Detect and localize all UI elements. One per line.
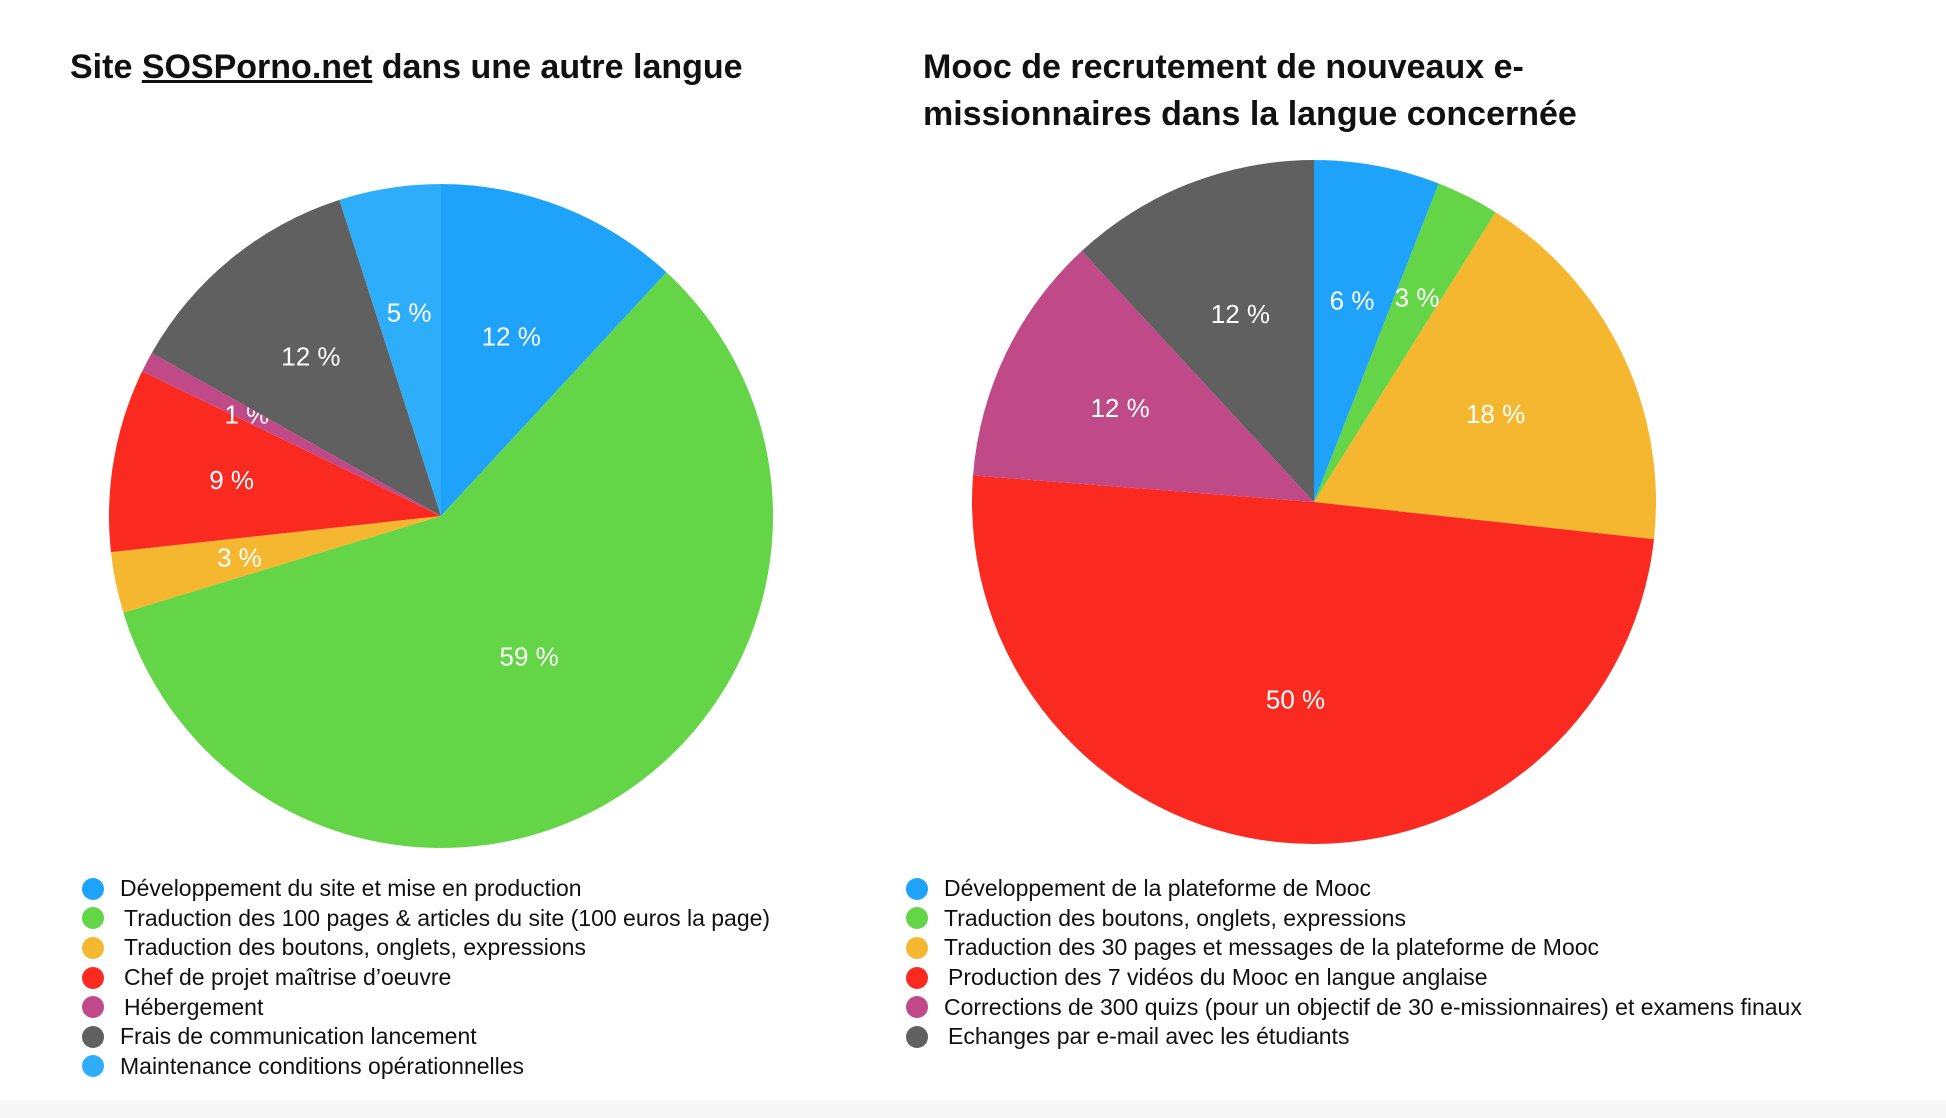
legend-item: Développement de la plateforme de Mooc bbox=[906, 874, 1802, 904]
pie-slice bbox=[123, 272, 774, 848]
pie-slice bbox=[339, 184, 441, 516]
legend-item: Hébergement bbox=[82, 992, 770, 1022]
legend-swatch-icon bbox=[906, 907, 928, 930]
legend-label: Frais de communication lancement bbox=[120, 1023, 477, 1050]
legend-item: Frais de communication lancement bbox=[82, 1022, 770, 1052]
chart-title-site: Site SOSPorno.net dans une autre langue bbox=[70, 44, 870, 91]
legend-label: Production des 7 vidéos du Mooc en langu… bbox=[948, 964, 1488, 991]
slice-value-label: 12 % bbox=[482, 322, 541, 352]
legend-label: Chef de projet maîtrise d’oeuvre bbox=[124, 964, 452, 991]
legend-swatch-icon bbox=[82, 996, 104, 1019]
legend-swatch-icon bbox=[906, 936, 928, 959]
legend-swatch-icon bbox=[906, 877, 928, 900]
title-mooc-line-1: Mooc de recrutement de nouveaux e- bbox=[923, 48, 1524, 86]
legend-item: Production des 7 vidéos du Mooc en langu… bbox=[906, 963, 1802, 993]
pie-slice bbox=[1314, 212, 1656, 540]
slice-value-label: 12 % bbox=[1211, 299, 1270, 329]
legend-swatch-icon bbox=[906, 996, 928, 1019]
slice-value-label: 12 % bbox=[281, 342, 340, 372]
slice-value-label: 50 % bbox=[1266, 684, 1325, 714]
slice-value-label: 9 % bbox=[209, 465, 254, 495]
legend-item: Traduction des 30 pages et messages de l… bbox=[906, 933, 1802, 963]
pie-slice bbox=[973, 250, 1314, 502]
legend-swatch-icon bbox=[82, 966, 104, 989]
legend-swatch-icon bbox=[906, 966, 928, 989]
legend-label: Traduction des 100 pages & articles du s… bbox=[124, 904, 771, 931]
slice-value-label: 5 % bbox=[387, 298, 432, 328]
bottom-strip bbox=[0, 1100, 1946, 1118]
pie-slice bbox=[151, 199, 441, 517]
legend-mooc: Développement de la plateforme de Mooc Tr… bbox=[906, 874, 1802, 1052]
legend-site: Développement du site et mise en product… bbox=[82, 874, 770, 1081]
legend-swatch-icon bbox=[82, 907, 104, 930]
legend-item: Développement du site et mise en product… bbox=[82, 874, 770, 904]
pie-chart-site: 12 %59 %3 %9 %1 %12 %5 % bbox=[109, 184, 774, 848]
legend-swatch-icon bbox=[82, 1025, 104, 1048]
legend-label: Développement du site et mise en product… bbox=[120, 875, 582, 902]
title-mooc-line-2: missionnaires dans la langue concernée bbox=[923, 95, 1577, 133]
legend-item: Traduction des boutons, onglets, express… bbox=[82, 933, 770, 963]
legend-item: Corrections de 300 quizs (pour un object… bbox=[906, 992, 1802, 1022]
pie-slice bbox=[1314, 160, 1439, 502]
legend-item: Chef de projet maîtrise d’oeuvre bbox=[82, 963, 770, 993]
pie-slice bbox=[110, 516, 441, 613]
legend-item: Traduction des boutons, onglets, express… bbox=[906, 904, 1802, 934]
legend-swatch-icon bbox=[82, 877, 104, 900]
slice-value-label: 18 % bbox=[1466, 399, 1525, 429]
legend-swatch-icon bbox=[906, 1025, 928, 1048]
legend-item: Maintenance conditions opérationnelles bbox=[82, 1052, 770, 1082]
chart-title-mooc: Mooc de recrutement de nouveaux e-missio… bbox=[923, 44, 1723, 138]
title-site-link[interactable]: SOSPorno.net bbox=[141, 48, 373, 86]
legend-item: Echanges par e-mail avec les étudiants bbox=[906, 1022, 1802, 1052]
legend-label: Traduction des boutons, onglets, express… bbox=[124, 934, 586, 961]
slice-value-label: 3 % bbox=[1395, 282, 1440, 312]
legend-item: Traduction des 100 pages & articles du s… bbox=[82, 904, 770, 934]
pie-chart-mooc: 6 % 3 % 18 % 50 % 12 % 12 % bbox=[971, 160, 1656, 845]
legend-label: Maintenance conditions opérationnelles bbox=[120, 1052, 525, 1079]
legend-label: Echanges par e-mail avec les étudiants bbox=[948, 1023, 1350, 1050]
pie-slice bbox=[142, 352, 442, 516]
legend-swatch-icon bbox=[82, 936, 104, 959]
legend-label: Corrections de 300 quizs (pour un object… bbox=[944, 993, 1802, 1020]
legend-label: Développement de la plateforme de Mooc bbox=[944, 875, 1372, 902]
legend-label: Traduction des 30 pages et messages de l… bbox=[944, 934, 1600, 961]
slice-value-label: 59 % bbox=[500, 642, 559, 672]
slice-value-label: 12 % bbox=[1090, 393, 1149, 423]
pie-slice bbox=[1081, 160, 1314, 502]
pie-slice bbox=[971, 475, 1654, 845]
title-site-prefix: Site bbox=[70, 48, 142, 86]
title-site-suffix: dans une autre langue bbox=[372, 48, 743, 86]
pie-slice bbox=[1314, 183, 1496, 502]
slice-value-label: 3 % bbox=[217, 542, 262, 572]
legend-label: Hébergement bbox=[124, 993, 264, 1020]
legend-swatch-icon bbox=[82, 1055, 104, 1078]
legend-label: Traduction des boutons, onglets, express… bbox=[944, 904, 1406, 931]
pie-slice bbox=[109, 371, 442, 553]
pie-slice bbox=[441, 184, 667, 516]
slice-value-label: 6 % bbox=[1330, 285, 1375, 315]
